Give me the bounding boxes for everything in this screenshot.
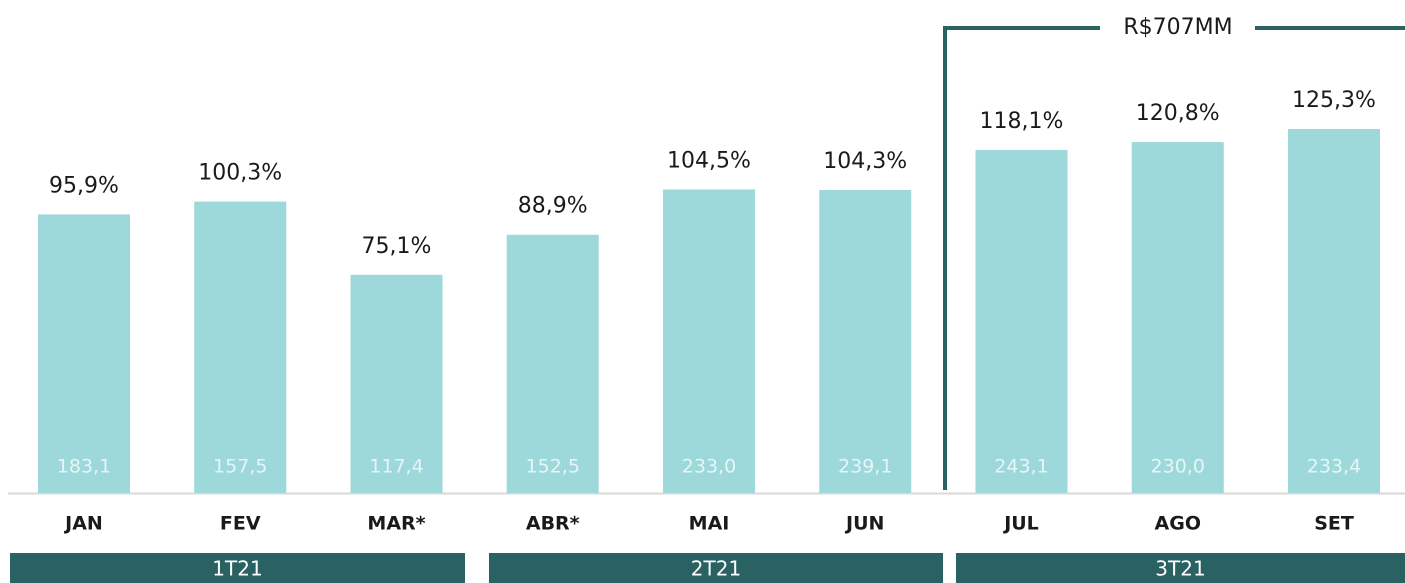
bar	[663, 189, 755, 494]
bar	[975, 149, 1068, 493]
bar-label: 233,0	[682, 456, 736, 478]
bar-label: 157,5	[213, 456, 267, 478]
group-bar	[956, 553, 1405, 583]
bar	[1288, 129, 1380, 494]
x-tick-label: SET	[1314, 513, 1354, 535]
bar	[1131, 142, 1224, 494]
value-label: 100,3%	[198, 161, 282, 186]
annotation: R$707MM	[1123, 15, 1232, 40]
x-tick-label: JUL	[1002, 513, 1039, 535]
x-tick-label: MAI	[689, 513, 730, 535]
bar-label: 152,5	[526, 456, 580, 478]
value-label: 104,5%	[667, 148, 751, 173]
bar	[506, 234, 599, 494]
bar-label: 239,1	[838, 456, 892, 478]
bar-label: 243,1	[994, 456, 1048, 478]
value-label: 104,3%	[823, 149, 907, 174]
group-bar	[10, 553, 465, 583]
bar	[350, 274, 443, 493]
x-tick-label: JAN	[63, 513, 103, 535]
value-label: 95,9%	[49, 173, 119, 198]
group-label: 2T21	[691, 557, 741, 581]
x-tick-label: JUN	[844, 513, 884, 535]
value-label: 118,1%	[980, 109, 1064, 134]
value-label: 75,1%	[362, 234, 432, 259]
bar-label: 117,4	[369, 456, 423, 478]
x-tick-label: MAR*	[367, 513, 425, 535]
group-bar	[489, 553, 943, 583]
bar	[819, 190, 912, 494]
bar	[38, 214, 130, 493]
group-label: 1T21	[212, 557, 262, 581]
value-label: 125,3%	[1292, 88, 1376, 113]
value-label: 88,9%	[518, 194, 588, 219]
bar-label: 183,1	[57, 456, 111, 478]
x-tick-label: AGO	[1155, 513, 1201, 535]
bar-label: 233,4	[1307, 456, 1361, 478]
value-label: 120,8%	[1136, 101, 1220, 126]
bar	[194, 201, 287, 494]
x-tick-label: FEV	[220, 513, 261, 535]
x-tick-label: ABR*	[526, 513, 580, 535]
group-label: 3T21	[1155, 557, 1205, 581]
bar-label: 230,0	[1151, 456, 1205, 478]
